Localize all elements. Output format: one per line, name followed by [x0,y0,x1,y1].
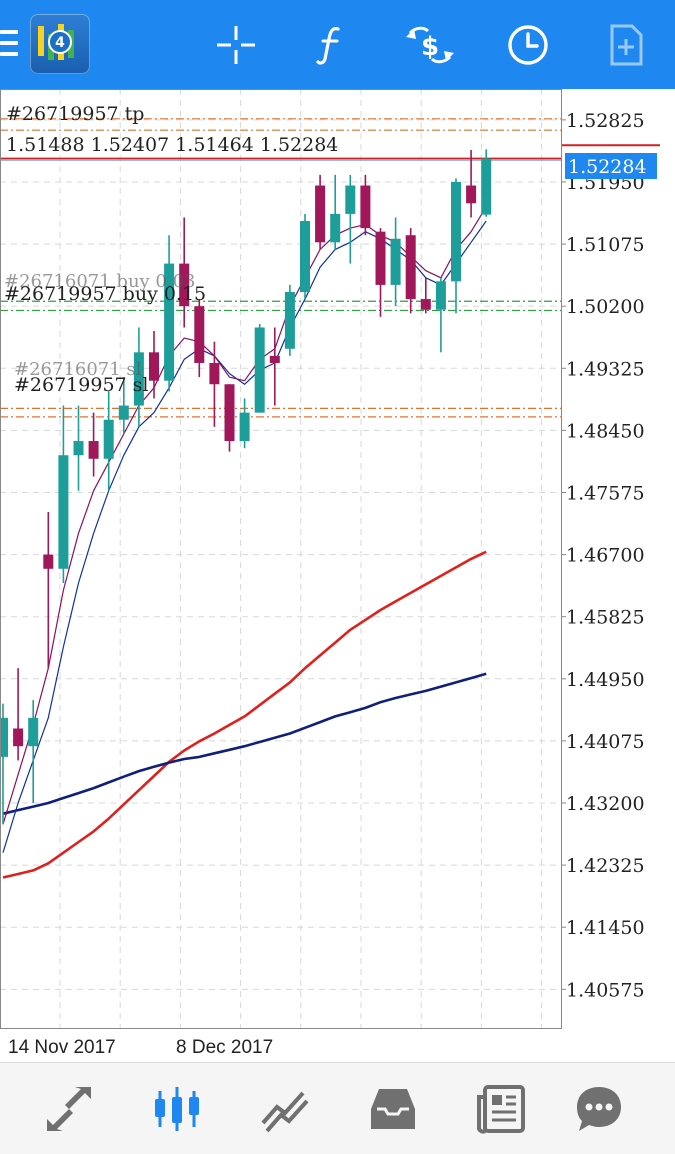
indicators-function-icon [316,26,340,65]
current-price-tag [565,153,657,179]
candle-body [179,263,190,307]
price-tick-label: 1.49325 [566,358,645,380]
candle-body [466,185,477,204]
indicators-button[interactable] [292,0,372,89]
candle-body [194,306,205,363]
candle-body [375,231,386,285]
candlestick-chart[interactable]: #26719957 tp 1.51488 1.52407 1.51464 1.5… [0,89,675,1059]
plot-border [0,89,562,1029]
price-tick-label: 1.46700 [566,545,645,567]
candle-body [345,185,356,214]
candle-body [58,455,69,569]
price-tick-label: 1.51075 [566,234,645,256]
candle-body [13,728,24,747]
candle-body [269,355,280,363]
candle-body [360,185,371,229]
add-file-icon [610,24,643,65]
new-order-button[interactable] [586,0,666,89]
price-tick-label: 1.41450 [566,917,645,939]
nav-history[interactable] [338,1063,448,1154]
top-toolbar: 4 $ [0,0,675,89]
chat-icon [577,1086,621,1131]
order-label-sl-2: #26719957 sl [14,374,149,396]
nav-news[interactable] [446,1063,556,1154]
quotes-arrows-icon [47,1086,91,1131]
chart-candles-icon [155,1086,199,1131]
nav-trade[interactable] [230,1063,340,1154]
price-tick-label: 1.48450 [566,420,645,442]
logo-version: 4 [55,35,65,51]
date-label-1: 14 Nov 2017 [8,1037,116,1058]
price-tick-label: 1.45825 [566,607,645,629]
ma-navy-line [2,672,487,815]
candle-body [330,213,341,243]
order-levels [0,118,660,418]
candle-body [405,235,416,300]
candle-body [224,384,235,442]
news-icon [477,1084,525,1134]
candle-body [315,185,326,243]
order-label-buy-0-03: #26716071 buy 0.03 [4,271,196,292]
hamburger-icon[interactable] [0,30,20,60]
ma-thin-purple-line [2,206,487,825]
nav-chat[interactable] [544,1063,654,1154]
current-price: 1.52284 [568,156,647,178]
crosshair-icon [217,25,255,64]
candle-body [88,441,99,459]
price-tick-label: 1.44075 [566,731,645,753]
candle-body [103,419,114,459]
clock-icon [508,24,548,65]
price-axis: 1.528251.519501.510751.502001.493251.484… [561,110,645,1001]
logo-chart-icon: 4 [38,24,74,60]
nav-chart[interactable] [122,1063,232,1154]
candle-body [149,352,159,381]
price-tick-label: 1.42325 [566,855,645,877]
price-tick-label: 1.52825 [566,110,645,132]
trade-button[interactable]: $ [390,0,470,89]
candle-body [164,263,175,381]
trade-line-icon [261,1091,309,1132]
candles [0,149,492,825]
ohlc-readout: 1.51488 1.52407 1.51464 1.52284 [6,134,338,156]
trade-icon: $ [406,26,454,63]
candle-body [254,327,265,413]
order-label-buy-0-15: #26719957 buy 0.15 [4,283,206,305]
price-tick-label: 1.50200 [566,296,645,318]
price-tick-label: 1.43200 [566,793,645,815]
candle-body [28,717,39,747]
history-inbox-icon [371,1088,415,1129]
date-label-2: 8 Dec 2017 [176,1037,273,1058]
candle-body [133,352,144,406]
candle-body [43,554,54,569]
candle-body [435,281,446,310]
candle-body [420,299,431,310]
history-clock-button[interactable] [488,0,568,89]
order-tp-label: #26719957 tp [6,103,144,125]
chart-area[interactable]: #26719957 tp 1.51488 1.52407 1.51464 1.5… [0,89,675,1059]
price-tick-label: 1.47575 [566,482,645,504]
candle-body [209,362,220,385]
candle-body [73,441,84,456]
order-label-sl-1: #26716071 sl [14,359,142,380]
price-tick-label: 1.44950 [566,669,645,691]
candle-body [300,221,310,292]
nav-quotes[interactable] [14,1063,124,1154]
candle-body [481,158,492,215]
metatrader-logo[interactable]: 4 [30,14,90,74]
candle-body [451,181,461,282]
candle-body [284,291,295,349]
crosshair-button[interactable] [196,0,276,89]
candle-body [0,717,8,757]
ma-thin-blue-line [2,220,487,853]
chart-grid [0,89,561,1028]
bottom-navigation [0,1062,675,1154]
candle-body [239,412,250,442]
candle-body [390,238,401,285]
moving-averages [2,206,487,879]
price-tick-label: 1.40575 [566,979,645,1001]
svg-text:$: $ [421,32,439,62]
candle-body [118,405,129,420]
ma-red-line [2,550,487,879]
